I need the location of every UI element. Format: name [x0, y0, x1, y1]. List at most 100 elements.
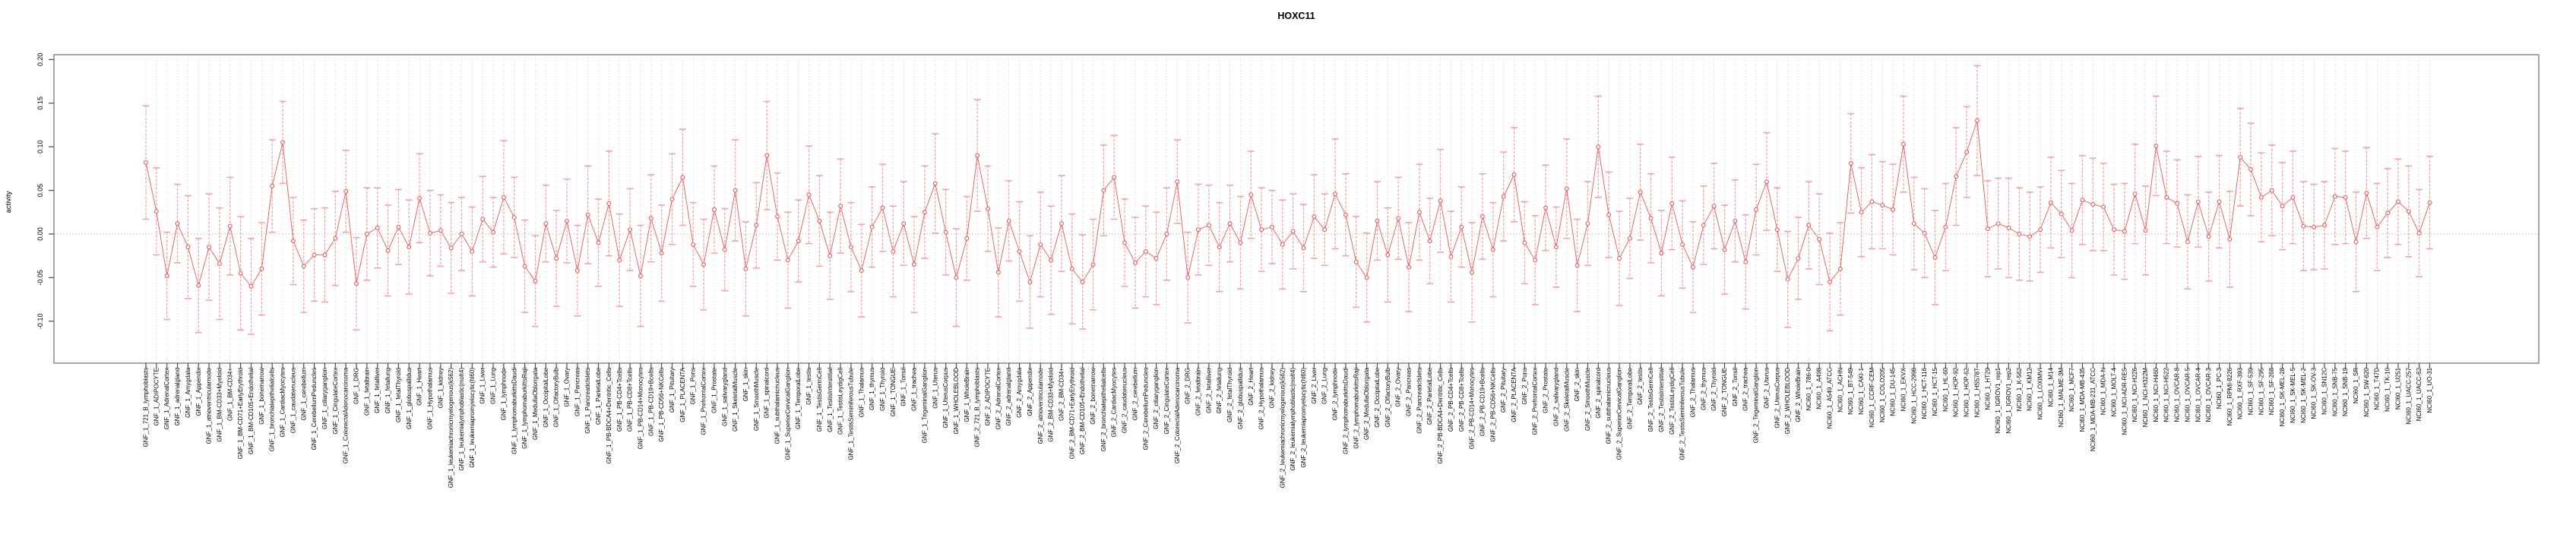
x-axis-category-label: GNF_2_CerebellumPeduncles [1142, 368, 1149, 451]
x-axis-category-label: GNF_1_UterusCorpus [942, 368, 949, 428]
x-axis-category-label: NCI60_1_IGROV1_rep2 [2005, 367, 2012, 433]
x-axis-category-label: GNF_1_Amygdala [185, 367, 191, 417]
x-axis-category-label: GNF_1_leukemiachronicmyelogenous(k562) [448, 368, 454, 489]
x-axis-category-label: NCI60_1_MDA-MB-231_ATCC [2090, 368, 2097, 451]
y-axis-tick-label: 0.15 [36, 96, 44, 110]
x-axis-category-label: GNF_1_ciliaryganglion [321, 368, 328, 429]
data-point-marker [565, 218, 569, 223]
data-point-marker [1806, 223, 1812, 228]
x-axis-category-label: GNF_1_kidney [437, 368, 444, 408]
x-axis-category-label: GNF_1_Uterus [932, 368, 938, 409]
x-axis-category-label: NCI60_1_SN12C [2321, 368, 2328, 415]
x-axis-category-label: GNF_2_PB-BDCA4+Dentritic_Cells [1437, 368, 1444, 464]
data-point-marker [1407, 264, 1411, 270]
x-axis-category-label: NCI60_1_NCI-H322M [2142, 368, 2149, 428]
data-point-marker [1659, 251, 1664, 256]
data-point-marker [2322, 223, 2327, 228]
x-axis-category-label: GNF_1_cerebellum [300, 368, 307, 421]
data-point-marker [396, 224, 401, 229]
data-point-marker [1364, 275, 1369, 280]
data-point-marker [2238, 155, 2243, 160]
x-axis-category-label: NCI60_1_SNB-75 [2331, 367, 2338, 416]
data-point-marker [175, 221, 180, 226]
data-point-marker [691, 242, 696, 247]
x-axis-category-label: GNF_2_BM-CD71+EarlyErythroid [1068, 368, 1075, 459]
data-point-marker [1638, 189, 1643, 194]
data-point-marker [733, 188, 738, 193]
data-point-marker [511, 215, 517, 220]
x-axis-category-label: GNF_1_TestisLeydigCell [837, 368, 844, 435]
x-axis-category-label: GNF_1_BM-CD105+Endothelial [248, 368, 255, 454]
data-point-marker [754, 223, 759, 228]
x-axis-category-label: GNF_1_AdrenalCortex [163, 368, 170, 429]
y-axis-tick-label: 0.00 [36, 227, 44, 241]
x-axis-category-label: GNF_2_leukemiapromyelocytic(hl60) [1300, 368, 1307, 468]
x-axis-category-label: GNF_1_testis [805, 368, 812, 405]
data-point-marker [1027, 280, 1033, 285]
x-axis-category-label: GNF_2_Liver [1311, 368, 1318, 404]
data-point-marker [227, 223, 233, 229]
data-point-marker [1459, 224, 1464, 229]
data-point-marker [2217, 199, 2222, 204]
x-axis-category-label: GNF_2_fetalliver [1205, 368, 1212, 413]
x-axis-category-label: GNF_2_CardiacMyocytes [1111, 368, 1118, 438]
data-point-marker [2395, 199, 2400, 204]
data-point-marker [2290, 194, 2296, 200]
x-axis-category-label: GNF_2_Appendix [1027, 368, 1033, 416]
data-point-marker [638, 274, 643, 279]
x-axis-category-label: GNF_1_PB-BDCA4+Dentritic_Cells [606, 368, 612, 464]
data-point-marker [1059, 221, 1064, 226]
x-axis-category-label: GNF_2_MedullaOblongata [1363, 367, 1370, 440]
data-point-marker [1796, 256, 1801, 261]
x-axis-category-label: GNF_2_DRG [1185, 368, 1191, 404]
x-axis-category-label: GNF_2_UterusCorpus [1774, 368, 1780, 428]
data-point-marker [1448, 254, 1454, 259]
data-point-marker [459, 232, 464, 236]
data-point-marker [2269, 188, 2274, 193]
data-point-marker [1427, 239, 1432, 244]
data-point-marker [680, 175, 685, 180]
data-point-marker [1764, 179, 1769, 185]
x-axis-category-label: NCI60_1_SK-MEL-28 [2279, 367, 2286, 426]
data-point-marker [1069, 266, 1074, 271]
x-axis-category-label: GNF_1_DRG [353, 368, 360, 404]
data-point-marker [207, 245, 212, 250]
data-point-marker [2027, 234, 2033, 239]
x-axis-category-label: GNF_1_ColorectalAdenocarcinoma [343, 367, 350, 463]
x-axis-category-label: GNF_2_PLACENTA [1511, 367, 1517, 422]
x-axis-category-label: GNF_2_Pons [1521, 368, 1528, 404]
data-point-marker [701, 262, 707, 267]
data-point-marker [796, 239, 801, 244]
x-axis-category-label: GNF_1_SmoothMuscle [753, 367, 760, 431]
data-point-marker [1943, 224, 1948, 229]
x-axis-category-label: GNF_2_Thalamus [1689, 368, 1696, 417]
x-axis-category-label: GNF_2_OlfactoryBulb [1385, 367, 1391, 427]
x-axis-category-label: GNF_2_WHOLEBLOOD [1784, 368, 1791, 435]
data-point-marker [491, 229, 496, 235]
data-point-marker [1585, 221, 1590, 226]
data-point-marker [859, 268, 864, 274]
data-point-marker [1206, 223, 1211, 228]
data-point-marker [986, 206, 990, 211]
data-point-marker [817, 218, 822, 223]
x-axis-category-label: GNF_1_skin [742, 368, 749, 401]
data-point-marker [2406, 209, 2411, 214]
data-point-marker [838, 204, 843, 209]
y-axis-title: activity [5, 191, 13, 213]
data-point-marker [2101, 204, 2106, 210]
data-point-marker [1817, 236, 1822, 242]
x-axis-category-label: GNF_2_fetalbrain [1195, 368, 1202, 416]
x-axis-category-label: GNF_2_Uterus [1763, 368, 1770, 409]
data-point-marker [259, 266, 264, 271]
x-axis-category-label: NCI60_1_SK-OV-3 [2311, 367, 2318, 419]
data-point-marker [2227, 236, 2233, 242]
x-axis-category-label: GNF_1_thymus [869, 368, 875, 410]
data-point-marker [1922, 230, 1927, 236]
x-axis-category-label: GNF_2_TONGUE [1721, 368, 1728, 416]
data-point-marker [2195, 199, 2201, 204]
x-axis-category-label: GNF_2_SmoothMuscle [1584, 367, 1591, 431]
x-axis-category-label: GNF_2_cerebellum [1131, 368, 1138, 421]
data-point-marker [2332, 194, 2337, 199]
x-axis-category-label: GNF_1_adrenalgland [174, 368, 181, 426]
